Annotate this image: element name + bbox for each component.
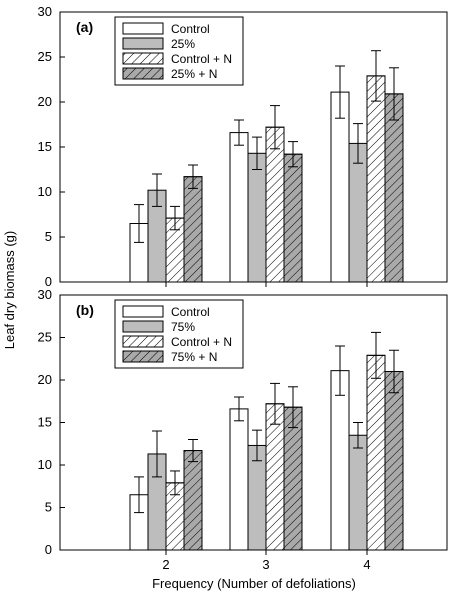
bar-hatch — [366, 354, 386, 551]
panel-label: (a) — [76, 19, 93, 35]
y-tick-label: 30 — [38, 287, 52, 302]
bar-hatch — [283, 153, 303, 283]
y-tick-label: 5 — [45, 500, 52, 515]
legend-swatch-hatch — [122, 335, 164, 348]
legend-swatch — [122, 37, 164, 50]
y-tick-label: 0 — [45, 542, 52, 557]
y-tick-label: 10 — [38, 457, 52, 472]
bar-hatch — [183, 450, 203, 551]
legend-entry: Control — [171, 22, 210, 36]
legend-entry: Control — [171, 305, 210, 319]
y-tick-label: 25 — [38, 49, 52, 64]
legend-swatch-hatch — [122, 67, 164, 80]
y-tick-label: 0 — [45, 274, 52, 289]
legend-entry: 75% — [171, 320, 195, 334]
bar-hatch — [265, 403, 285, 551]
y-tick-label: 5 — [45, 229, 52, 244]
legend-swatch — [122, 305, 164, 318]
legend-entry: Control + N — [171, 335, 232, 349]
bar-hatch — [384, 371, 404, 551]
legend-swatch — [122, 320, 164, 333]
bar — [348, 142, 368, 283]
legend-entry: 75% + N — [171, 350, 217, 364]
bar-hatch — [366, 75, 386, 283]
bar — [229, 408, 249, 551]
bar — [330, 370, 350, 551]
bar — [229, 132, 249, 283]
y-tick-label: 10 — [38, 184, 52, 199]
y-axis-label: Leaf dry biomass (g) — [2, 231, 17, 350]
y-tick-label: 15 — [38, 415, 52, 430]
x-tick-label: 2 — [162, 557, 169, 572]
y-tick-label: 20 — [38, 372, 52, 387]
bar — [330, 91, 350, 283]
bar-hatch — [283, 406, 303, 551]
x-axis-label: Frequency (Number of defoliations) — [152, 576, 356, 591]
legend-entry: Control + N — [171, 52, 232, 66]
bar-hatch — [183, 176, 203, 283]
legend-swatch-hatch — [122, 350, 164, 363]
legend-entry: 25% + N — [171, 67, 217, 81]
panel-label: (b) — [76, 302, 94, 318]
y-tick-label: 20 — [38, 94, 52, 109]
y-tick-label: 25 — [38, 330, 52, 345]
bar — [348, 434, 368, 551]
y-tick-label: 15 — [38, 139, 52, 154]
legend-entry: 25% — [171, 37, 195, 51]
x-tick-label: 3 — [262, 557, 269, 572]
bar-hatch — [265, 126, 285, 283]
legend-swatch-hatch — [122, 52, 164, 65]
y-tick-label: 30 — [38, 4, 52, 19]
x-tick-label: 4 — [363, 557, 370, 572]
legend-swatch — [122, 22, 164, 35]
bar — [247, 152, 267, 283]
bar-hatch — [384, 93, 404, 283]
